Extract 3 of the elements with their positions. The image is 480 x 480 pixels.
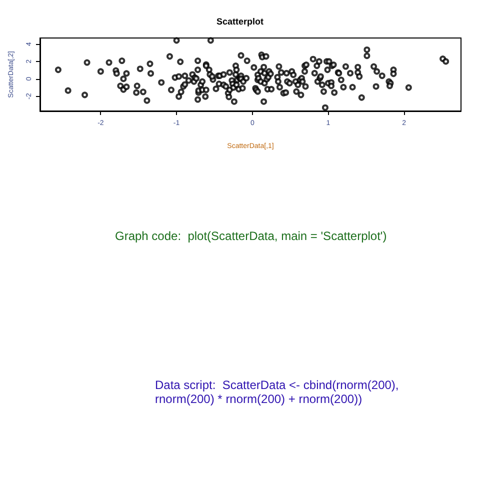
- text: Data script: ScatterData <- cbind(rnorm(200),rnorm(200) * rnorm(200) + rnorm(200)): [155, 378, 399, 406]
- text: Graph code: plot(ScatterData, main = 'Scatterplot'): [115, 229, 387, 243]
- chart-title: Scatterplot: [216, 16, 264, 26]
